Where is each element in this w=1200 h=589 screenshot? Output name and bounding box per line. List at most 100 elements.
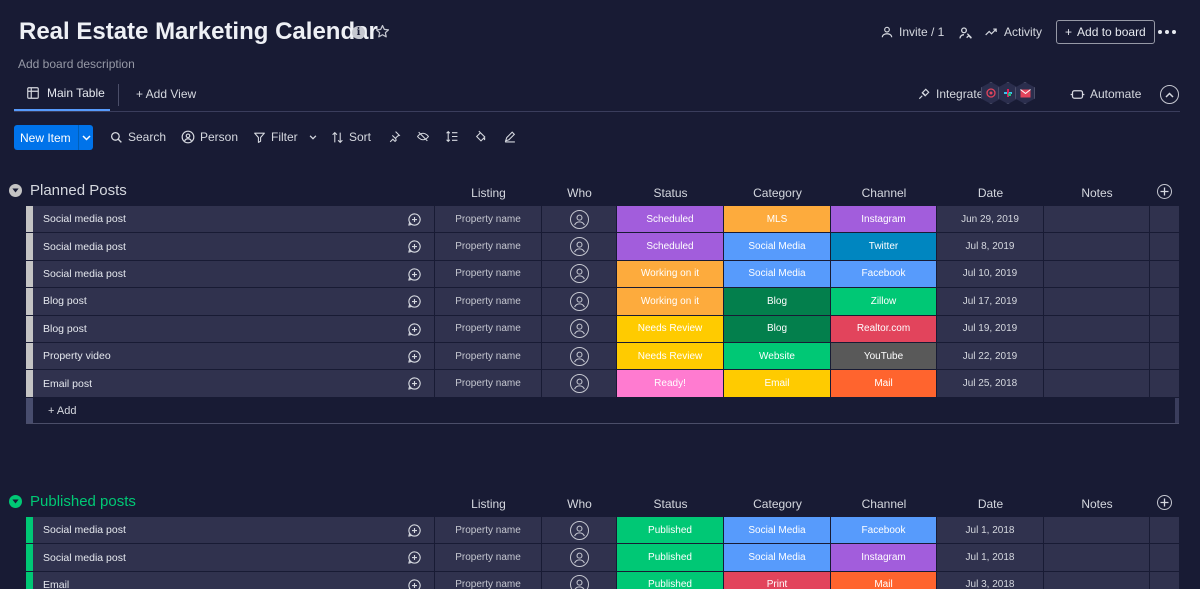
notes-cell[interactable] — [1044, 260, 1150, 288]
status-cell[interactable]: Working on it — [617, 260, 724, 288]
channel-cell[interactable]: Twitter — [831, 233, 937, 260]
pin-icon[interactable] — [388, 130, 401, 143]
person-avatar-icon[interactable] — [569, 520, 589, 540]
hide-icon[interactable] — [416, 130, 430, 143]
filter-button[interactable]: Filter — [253, 130, 317, 144]
item-name[interactable]: Blog post — [43, 322, 87, 335]
item-name-cell[interactable]: Property video — [33, 342, 435, 370]
notes-cell[interactable] — [1044, 571, 1150, 589]
category-cell[interactable]: Social Media — [724, 517, 831, 544]
table-row[interactable]: Blog post Property name Needs Review Blog Re… — [26, 315, 1179, 343]
channel-cell[interactable]: Mail — [831, 370, 937, 397]
notes-cell[interactable] — [1044, 206, 1150, 233]
integration-app-icons[interactable] — [981, 82, 1035, 104]
listing-cell[interactable]: Property name — [435, 544, 542, 571]
item-name[interactable]: Social media post — [43, 240, 126, 253]
sort-button[interactable]: Sort — [331, 130, 371, 144]
status-cell[interactable]: Needs Review — [617, 342, 724, 370]
table-row[interactable]: Social media post Property name Working on… — [26, 260, 1179, 289]
channel-cell[interactable]: Mail — [831, 571, 937, 589]
person-filter-button[interactable]: Person — [181, 130, 238, 144]
add-item-row[interactable]: + Add — [26, 397, 1179, 424]
status-cell[interactable]: Working on it — [617, 288, 724, 315]
item-name[interactable]: Social media post — [43, 551, 126, 564]
edit-icon[interactable] — [503, 130, 517, 143]
item-name-cell[interactable]: Email — [33, 571, 435, 589]
add-update-icon[interactable] — [407, 376, 422, 391]
listing-cell[interactable]: Property name — [435, 571, 542, 589]
item-name-cell[interactable]: Social media post — [33, 544, 435, 571]
table-row[interactable]: Email Property name Published Print Mail Jul … — [26, 571, 1179, 589]
group-title-planned[interactable]: Planned Posts — [9, 182, 127, 199]
person-avatar-icon[interactable] — [569, 237, 589, 257]
column-header-category[interactable]: Category — [753, 186, 802, 200]
category-cell[interactable]: MLS — [724, 206, 831, 233]
item-name-cell[interactable]: Social media post — [33, 206, 435, 233]
person-avatar-icon[interactable] — [569, 264, 589, 284]
add-update-icon[interactable] — [407, 578, 422, 589]
who-cell[interactable] — [542, 288, 617, 315]
date-cell[interactable]: Jul 19, 2019 — [937, 315, 1044, 342]
listing-cell[interactable]: Property name — [435, 370, 542, 397]
channel-cell[interactable]: Facebook — [831, 260, 937, 288]
invite-button[interactable]: Invite / 1 — [880, 25, 944, 39]
automate-button[interactable]: Automate — [1070, 87, 1141, 101]
channel-cell[interactable]: Facebook — [831, 517, 937, 544]
notes-cell[interactable] — [1044, 517, 1150, 544]
channel-cell[interactable]: Zillow — [831, 288, 937, 315]
more-options-icon[interactable] — [1158, 30, 1176, 34]
board-title[interactable]: Real Estate Marketing Calendar — [19, 18, 378, 45]
column-header-who[interactable]: Who — [567, 186, 592, 200]
channel-cell[interactable]: Instagram — [831, 544, 937, 571]
person-avatar-icon[interactable] — [569, 575, 589, 589]
item-name[interactable]: Social media post — [43, 267, 126, 280]
listing-cell[interactable]: Property name — [435, 517, 542, 544]
row-height-icon[interactable] — [445, 130, 459, 143]
table-row[interactable]: Blog post Property name Working on it Blog Z… — [26, 288, 1179, 316]
who-cell[interactable] — [542, 571, 617, 589]
info-icon[interactable]: i — [352, 26, 365, 39]
category-cell[interactable]: Website — [724, 342, 831, 370]
status-cell[interactable]: Needs Review — [617, 315, 724, 342]
chevron-down-icon[interactable] — [309, 134, 317, 140]
date-cell[interactable]: Jul 1, 2018 — [937, 544, 1044, 571]
item-name-cell[interactable]: Social media post — [33, 233, 435, 260]
chevron-down-icon[interactable] — [9, 184, 22, 197]
person-avatar-icon[interactable] — [569, 346, 589, 366]
listing-cell[interactable]: Property name — [435, 288, 542, 315]
add-update-icon[interactable] — [407, 239, 422, 254]
category-cell[interactable]: Email — [724, 370, 831, 397]
notes-cell[interactable] — [1044, 370, 1150, 397]
table-row[interactable]: Email post Property name Ready! Email Mail Ju… — [26, 370, 1179, 398]
add-column-icon[interactable] — [1157, 495, 1172, 510]
board-description[interactable]: Add board description — [18, 57, 135, 71]
listing-cell[interactable]: Property name — [435, 342, 542, 370]
category-cell[interactable]: Print — [724, 571, 831, 589]
person-avatar-icon[interactable] — [569, 548, 589, 568]
category-cell[interactable]: Blog — [724, 288, 831, 315]
channel-cell[interactable]: Instagram — [831, 206, 937, 233]
integrate-button[interactable]: Integrate — [917, 87, 983, 101]
notes-cell[interactable] — [1044, 288, 1150, 315]
item-name[interactable]: Email — [43, 578, 70, 589]
status-cell[interactable]: Scheduled — [617, 206, 724, 233]
add-update-icon[interactable] — [407, 349, 422, 364]
search-button[interactable]: Search — [110, 130, 166, 144]
who-cell[interactable] — [542, 517, 617, 544]
listing-cell[interactable]: Property name — [435, 260, 542, 288]
who-cell[interactable] — [542, 260, 617, 288]
item-name-cell[interactable]: Blog post — [33, 315, 435, 342]
person-avatar-icon[interactable] — [569, 319, 589, 339]
date-cell[interactable]: Jul 17, 2019 — [937, 288, 1044, 315]
date-cell[interactable]: Jul 3, 2018 — [937, 571, 1044, 589]
notes-cell[interactable] — [1044, 315, 1150, 342]
item-name[interactable]: Social media post — [43, 213, 126, 226]
date-cell[interactable]: Jul 1, 2018 — [937, 517, 1044, 544]
chevron-down-icon[interactable] — [9, 495, 22, 508]
person-avatar-icon[interactable] — [569, 209, 589, 229]
who-cell[interactable] — [542, 206, 617, 233]
add-update-icon[interactable] — [407, 550, 422, 565]
date-cell[interactable]: Jul 8, 2019 — [937, 233, 1044, 260]
table-row[interactable]: Social media post Property name Scheduled M… — [26, 206, 1179, 234]
column-header-who[interactable]: Who — [567, 497, 592, 511]
